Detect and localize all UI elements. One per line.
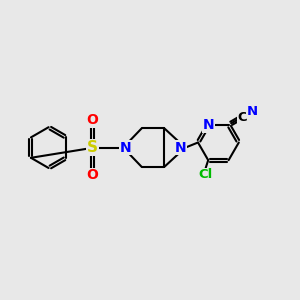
Text: N: N (120, 141, 131, 154)
Text: N: N (246, 105, 257, 118)
Text: O: O (86, 113, 98, 127)
Text: S: S (87, 140, 98, 155)
Text: Cl: Cl (198, 168, 212, 182)
Text: N: N (175, 141, 186, 154)
Text: C: C (237, 110, 247, 124)
Text: N: N (202, 118, 214, 132)
Text: O: O (86, 168, 98, 182)
